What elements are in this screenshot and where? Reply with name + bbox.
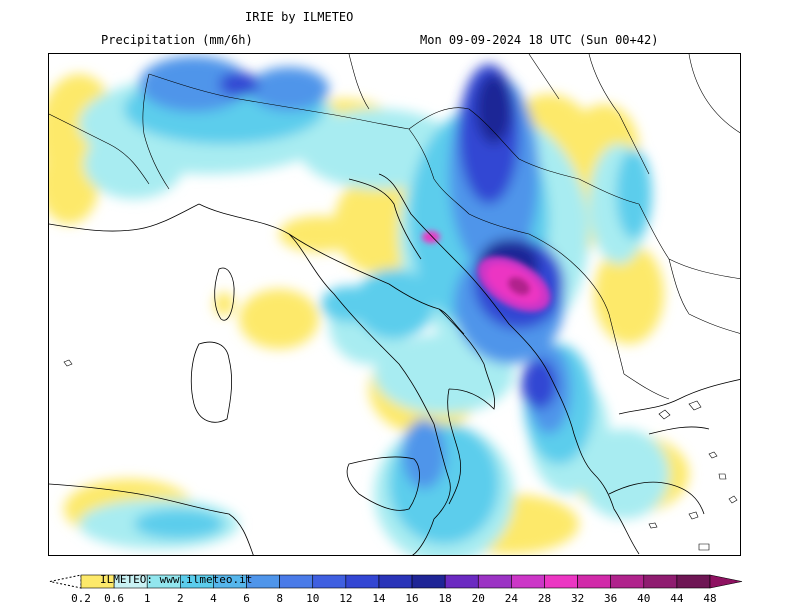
coastlines	[49, 173, 740, 555]
legend-swatch	[477, 574, 512, 589]
legend-swatch	[643, 574, 678, 589]
color-legend	[49, 574, 743, 589]
legend-tick-label: 44	[670, 592, 684, 605]
legend-tick-label: 0.6	[104, 592, 125, 605]
legend-tick-label: 0.2	[71, 592, 91, 605]
legend-swatch	[279, 574, 314, 589]
legend-swatch	[577, 574, 611, 589]
legend-swatch	[312, 574, 347, 589]
country-borders	[49, 54, 740, 400]
legend-tick-label: 6	[243, 592, 250, 605]
islands	[63, 359, 738, 551]
legend-credit: ILMETEO: www.ilmeteo.it	[100, 573, 253, 586]
legend-swatch	[345, 574, 380, 589]
legend-swatch	[544, 574, 578, 589]
legend-tick-label: 28	[537, 592, 552, 605]
precipitation-map	[48, 53, 741, 556]
legend-swatch	[511, 574, 545, 589]
legend-tick-label: 36	[604, 592, 618, 605]
map-subtitle: Precipitation (mm/6h)	[101, 33, 253, 47]
legend-tick-label: 10	[306, 592, 320, 605]
legend-swatch	[411, 574, 446, 589]
valid-time: Mon 09-09-2024 18 UTC (Sun 00+42)	[420, 33, 659, 47]
legend-tick-label: 14	[372, 592, 386, 605]
legend-tick-label: 20	[471, 592, 485, 605]
legend-tick-label: 32	[570, 592, 585, 605]
legend-over-arrow	[709, 574, 743, 589]
legend-tick-label: 48	[703, 592, 717, 605]
legend-swatch	[378, 574, 413, 589]
legend-tick-label: 1	[143, 592, 151, 605]
legend-tick-label: 16	[405, 592, 419, 605]
legend-under-arrow	[49, 574, 82, 589]
map-title: IRIE by ILMETEO	[245, 10, 354, 24]
legend-tick-label: 40	[637, 592, 651, 605]
precipitation-field	[49, 56, 689, 555]
legend-tick-label: 2	[177, 592, 184, 605]
legend-swatch	[444, 574, 479, 589]
legend-tick-label: 4	[210, 592, 217, 605]
legend-swatch	[676, 574, 711, 589]
legend-tick-label: 18	[438, 592, 452, 605]
legend-tick-label: 8	[276, 592, 283, 605]
legend-swatch	[610, 574, 645, 589]
legend-tick-label: 24	[504, 592, 518, 605]
legend-tick-label: 12	[339, 592, 353, 605]
